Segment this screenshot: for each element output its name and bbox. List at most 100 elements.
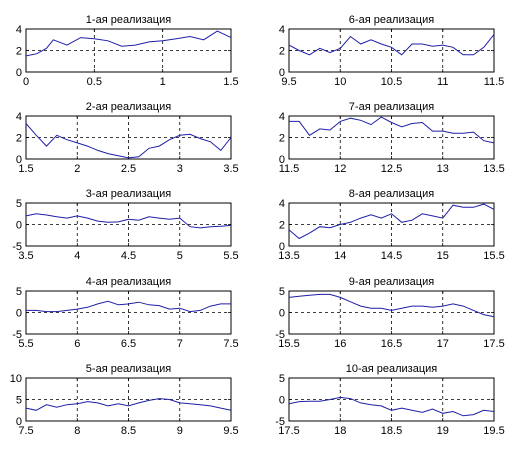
x-tick-label: 2.5 bbox=[121, 163, 136, 175]
y-tick-label: -5 bbox=[12, 241, 22, 253]
chart-title: 6-ая реализация bbox=[349, 14, 434, 26]
y-tick-label: 4 bbox=[16, 24, 22, 36]
x-tick-label: 10 bbox=[334, 76, 346, 88]
series-line bbox=[288, 203, 495, 240]
x-tick-label: 0 bbox=[23, 76, 29, 88]
chart-title: 5-ая реализация bbox=[86, 363, 171, 375]
x-tick-label: 9.5 bbox=[281, 76, 296, 88]
x-tick-label: 3 bbox=[177, 163, 183, 175]
x-tick-label: 15.5 bbox=[483, 250, 504, 262]
x-tick-label: 17.5 bbox=[483, 338, 504, 350]
x-tick-label: 1.5 bbox=[18, 163, 33, 175]
y-tick-label: 5 bbox=[16, 198, 22, 210]
series-line bbox=[25, 123, 232, 159]
x-tick-label: 18 bbox=[334, 425, 346, 437]
x-tick-label: 11.5 bbox=[484, 76, 505, 88]
x-tick-label: 13 bbox=[437, 163, 449, 175]
x-tick-label: 9.5 bbox=[223, 425, 238, 437]
x-tick-label: 1 bbox=[160, 76, 166, 88]
x-tick-label: 4.5 bbox=[121, 250, 136, 262]
chart-title: 10-ая реализация bbox=[346, 363, 438, 375]
x-tick-label: 18.5 bbox=[381, 425, 402, 437]
chart-panel-9: 7.5 8 8.5 9 9.5 0 5 10 5-ая реализация bbox=[10, 363, 239, 437]
x-tick-label: 9 bbox=[177, 425, 183, 437]
y-tick-label: 0 bbox=[279, 395, 285, 407]
x-tick-label: 14 bbox=[334, 250, 346, 262]
series-line bbox=[25, 398, 232, 411]
x-tick-label: 15.5 bbox=[278, 338, 299, 350]
x-tick-label: 16 bbox=[334, 338, 346, 350]
x-tick-label: 5 bbox=[177, 250, 183, 262]
y-tick-label: 0 bbox=[16, 67, 22, 79]
chart-title: 4-ая реализация bbox=[86, 276, 171, 288]
x-tick-label: 14.5 bbox=[381, 250, 402, 262]
chart-panel-3: 1.5 2 2.5 3 3.5 0 2 4 2-ая реализация bbox=[16, 101, 239, 175]
y-tick-label: 5 bbox=[279, 373, 285, 385]
x-tick-label: 12 bbox=[334, 163, 346, 175]
y-tick-label: -5 bbox=[12, 329, 22, 341]
chart-title: 7-ая реализация bbox=[349, 101, 434, 113]
x-tick-label: 5.5 bbox=[223, 250, 238, 262]
y-tick-label: -5 bbox=[275, 416, 285, 428]
chart-panel-4: 11.5 12 12.5 13 13.5 0 2 4 7-ая реализация bbox=[279, 101, 505, 175]
y-tick-label: 4 bbox=[279, 111, 285, 123]
chart-panel-10: 17.5 18 18.5 19 19.5 -5 0 5 10-ая реализация bbox=[275, 363, 504, 437]
chart-panel-7: 5.5 6 6.5 7 7.5 -5 0 5 4-ая реализация bbox=[12, 276, 238, 350]
x-tick-label: 11 bbox=[437, 76, 448, 88]
y-tick-label: 0 bbox=[16, 220, 22, 232]
y-tick-label: 0 bbox=[16, 154, 22, 166]
x-tick-label: 19.5 bbox=[483, 425, 504, 437]
x-tick-label: 6.5 bbox=[121, 338, 136, 350]
chart-panel-5: 3.5 4 4.5 5 5.5 -5 0 5 3-ая реализация bbox=[12, 188, 238, 262]
y-tick-label: 5 bbox=[16, 286, 22, 298]
x-tick-label: 13.5 bbox=[278, 250, 299, 262]
x-tick-label: 10.5 bbox=[381, 76, 402, 88]
chart-title: 8-ая реализация bbox=[349, 188, 434, 200]
y-tick-label: 4 bbox=[16, 111, 22, 123]
y-tick-label: -5 bbox=[275, 329, 285, 341]
series-line bbox=[289, 116, 495, 144]
x-tick-label: 17 bbox=[437, 338, 449, 350]
series-line bbox=[288, 396, 495, 417]
x-tick-label: 7.5 bbox=[18, 425, 33, 437]
x-tick-label: 0.5 bbox=[87, 76, 102, 88]
y-tick-label: 4 bbox=[279, 24, 285, 36]
chart-panel-6: 13.5 14 14.5 15 15.5 0 2 4 8-ая реализация bbox=[278, 188, 504, 262]
y-tick-label: 0 bbox=[279, 67, 285, 79]
y-tick-label: 2 bbox=[16, 46, 22, 58]
x-tick-label: 8.5 bbox=[121, 425, 136, 437]
y-tick-label: 0 bbox=[279, 241, 285, 253]
series-line bbox=[26, 300, 231, 313]
y-tick-label: 10 bbox=[10, 373, 22, 385]
x-tick-label: 11.5 bbox=[279, 163, 300, 175]
x-tick-label: 15 bbox=[437, 250, 449, 262]
chart-panel-1: 0 0.5 1 1.5 0 2 4 1-ая реализация bbox=[16, 14, 239, 88]
chart-title: 1-ая реализация bbox=[86, 14, 171, 26]
x-tick-label: 4 bbox=[74, 250, 80, 262]
y-tick-label: 0 bbox=[279, 154, 285, 166]
x-tick-label: 7.5 bbox=[223, 338, 238, 350]
y-tick-label: 0 bbox=[279, 308, 285, 320]
y-tick-label: 2 bbox=[16, 133, 22, 145]
x-tick-label: 19 bbox=[437, 425, 449, 437]
x-tick-label: 1.5 bbox=[223, 76, 238, 88]
chart-title: 2-ая реализация bbox=[86, 101, 171, 113]
x-tick-label: 5.5 bbox=[18, 338, 33, 350]
y-tick-label: 2 bbox=[279, 46, 285, 58]
chart-title: 3-ая реализация bbox=[86, 188, 171, 200]
x-tick-label: 2 bbox=[74, 163, 80, 175]
x-tick-label: 3.5 bbox=[223, 163, 238, 175]
series-line bbox=[25, 30, 232, 57]
series-line bbox=[288, 34, 495, 56]
x-tick-label: 6 bbox=[74, 338, 80, 350]
x-tick-label: 12.5 bbox=[381, 163, 402, 175]
y-tick-label: 4 bbox=[279, 198, 285, 210]
series-line bbox=[288, 293, 495, 318]
x-tick-label: 7 bbox=[177, 338, 183, 350]
x-tick-label: 17.5 bbox=[278, 425, 299, 437]
y-tick-label: 0 bbox=[16, 416, 22, 428]
x-tick-label: 8 bbox=[74, 425, 80, 437]
y-tick-label: 0 bbox=[16, 308, 22, 320]
x-tick-label: 3.5 bbox=[18, 250, 33, 262]
x-tick-label: 13.5 bbox=[483, 163, 504, 175]
